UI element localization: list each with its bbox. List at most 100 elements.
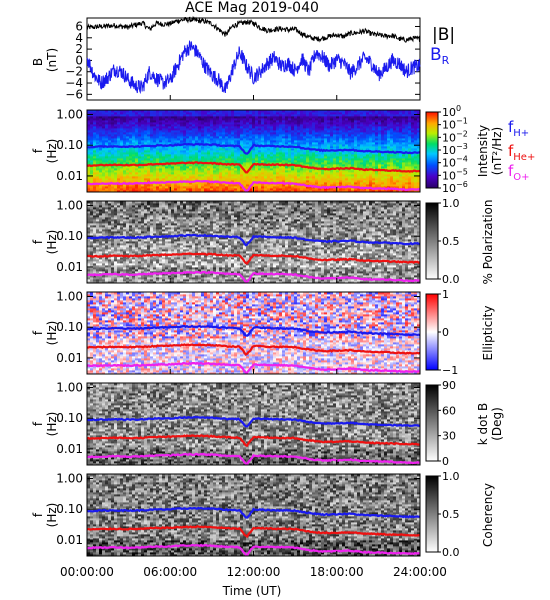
spectrogram-cell: [102, 190, 106, 193]
spectrogram-cell: [201, 150, 205, 153]
spectrogram-cell: [249, 130, 253, 133]
spectrogram-cell: [135, 174, 139, 177]
spectrogram-cell: [321, 110, 325, 113]
spectrogram-cell: [168, 172, 172, 175]
spectrogram-cell: [282, 130, 286, 133]
spectrogram-cell: [306, 146, 310, 149]
spectrogram-cell: [210, 112, 214, 115]
spectrogram-cell: [195, 186, 199, 189]
spectrogram-cell: [186, 168, 190, 171]
spectrogram-cell: [264, 138, 268, 141]
spectrogram-cell: [252, 174, 256, 177]
spectrogram-cell: [321, 164, 325, 167]
spectrogram-cell: [99, 122, 103, 125]
spectrogram-cell: [345, 178, 349, 181]
spectrogram-cell: [111, 156, 115, 159]
spectrogram-cell: [216, 188, 220, 191]
spectrogram-cell: [174, 124, 178, 127]
spectrogram-cell: [303, 132, 307, 135]
spectrogram-cell: [315, 158, 319, 161]
spectrogram-cell: [372, 190, 376, 193]
spectrogram-cell: [240, 120, 244, 123]
spectrogram-cell: [189, 160, 193, 163]
spectrogram-cell: [333, 132, 337, 135]
spectrogram-cell: [90, 170, 94, 173]
spectrogram-cell: [321, 134, 325, 137]
spectrogram-cell: [114, 176, 118, 179]
spectrogram-cell: [183, 114, 187, 117]
spectrogram-cell: [171, 158, 175, 161]
spectrogram-cell: [102, 166, 106, 169]
spectrogram-cell: [216, 170, 220, 173]
spectrogram-cell: [132, 176, 136, 179]
spectrogram-cell: [300, 158, 304, 161]
spectrogram-cell: [312, 158, 316, 161]
spectrogram-cell: [327, 142, 331, 145]
spectrogram-cell: [156, 160, 160, 163]
spectrogram-cell: [129, 122, 133, 125]
spectrogram-cell: [357, 152, 361, 155]
spectrogram-cell: [186, 188, 190, 191]
spectrogram-cell: [159, 190, 163, 193]
spectrogram-cell: [315, 136, 319, 139]
spectrogram-cell: [345, 190, 349, 193]
spectrogram-cell: [297, 168, 301, 171]
spectrogram-cell: [207, 118, 211, 121]
spectrogram-cell: [288, 144, 292, 147]
spectrogram-cell: [234, 174, 238, 177]
spectrogram-cell: [141, 190, 145, 193]
spectrogram-cell: [285, 154, 289, 157]
spectrogram-cell: [150, 168, 154, 171]
spectrogram-cell: [345, 154, 349, 157]
spectrogram-cell: [225, 110, 229, 113]
spectrogram-cell: [135, 114, 139, 117]
spectrogram-cell: [267, 134, 271, 137]
spectrogram-cell: [303, 182, 307, 185]
spectrogram-cell: [282, 186, 286, 189]
spectrogram-cell: [141, 148, 145, 151]
spectrogram-cell: [276, 184, 280, 187]
spectrogram-cell: [240, 158, 244, 161]
spectrogram-cell: [240, 160, 244, 163]
spectrogram-cell: [297, 110, 301, 113]
spectrogram-cell: [363, 172, 367, 175]
spectrogram-cell: [201, 190, 205, 193]
spectrogram-cell: [369, 180, 373, 183]
spectrogram-cell: [303, 178, 307, 181]
spectrogram-cell: [351, 158, 355, 161]
spectrogram-cell: [285, 162, 289, 165]
spectrogram-cell: [96, 170, 100, 173]
spectrogram-cell: [366, 146, 370, 149]
spectrogram-cell: [156, 140, 160, 143]
spectrogram-cell: [96, 172, 100, 175]
spectrogram-cell: [126, 172, 130, 175]
spectrogram-cell: [114, 180, 118, 183]
spectrogram-cell: [363, 174, 367, 177]
spectrogram-cell: [174, 142, 178, 145]
spectrogram-cell: [252, 136, 256, 139]
spectrogram-cell: [117, 120, 121, 123]
spectrogram-cell: [147, 112, 151, 115]
spectrogram-cell: [252, 122, 256, 125]
spectrogram-cell: [267, 186, 271, 189]
spectrogram-cell: [132, 162, 136, 165]
spectrogram-cell: [255, 134, 259, 137]
spectrogram-cell: [354, 144, 358, 147]
spectrogram-cell: [147, 174, 151, 177]
spectrogram-cell: [168, 118, 172, 121]
spectrogram-cell: [147, 132, 151, 135]
spectrogram-cell: [246, 138, 250, 141]
spectrogram-cell: [222, 154, 226, 157]
polarization-panel: 1.000.100.01f (Hz)1.00.50.0% Polarization: [31, 197, 495, 286]
spectrogram-cell: [123, 180, 127, 183]
spectrogram-cell: [315, 180, 319, 183]
spectrogram-cell: [108, 120, 112, 123]
spectrogram-cell: [105, 156, 109, 159]
spectrogram-cell: [156, 172, 160, 175]
spectrogram-cell: [366, 130, 370, 133]
spectrogram-cell: [342, 166, 346, 169]
spectrogram-cell: [297, 118, 301, 121]
spectrogram-cell: [363, 156, 367, 159]
spectrogram-cell: [171, 170, 175, 173]
spectrogram-cell: [114, 168, 118, 171]
